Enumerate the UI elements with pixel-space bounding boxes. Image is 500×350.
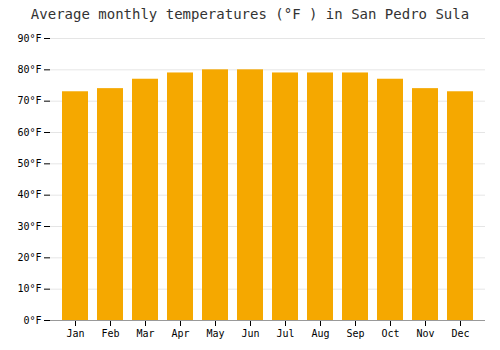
svg-text:60°F: 60°F (17, 127, 41, 138)
svg-text:0°F: 0°F (23, 315, 41, 326)
html-text:Average monthly temperatures (: Average monthly temperatures (°F ) in Sa… (30, 6, 470, 22)
svg-text:Jun: Jun (241, 328, 259, 339)
svg-text:70°F: 70°F (17, 95, 41, 106)
svg-text:90°F: 90°F (17, 33, 41, 44)
svg-text:Nov: Nov (416, 328, 434, 339)
svg-text:40°F: 40°F (17, 189, 41, 200)
svg-text:Jan: Jan (66, 328, 84, 339)
svg-text:30°F: 30°F (17, 221, 41, 232)
svg-text:Sep: Sep (346, 328, 364, 339)
svg-text:80°F: 80°F (17, 64, 41, 75)
svg-text:10°F: 10°F (17, 283, 41, 294)
svg-text:Oct: Oct (381, 328, 399, 339)
svg-text:May: May (206, 328, 224, 339)
svg-text:Feb: Feb (101, 328, 119, 339)
svg-text:Apr: Apr (171, 328, 189, 339)
svg-text:Aug: Aug (311, 328, 329, 339)
svg-text:50°F: 50°F (17, 158, 41, 169)
svg-text:Dec: Dec (451, 328, 469, 339)
svg-text:Mar: Mar (136, 328, 154, 339)
svg-text:20°F: 20°F (17, 252, 41, 263)
svg-text:Jul: Jul (276, 328, 294, 339)
